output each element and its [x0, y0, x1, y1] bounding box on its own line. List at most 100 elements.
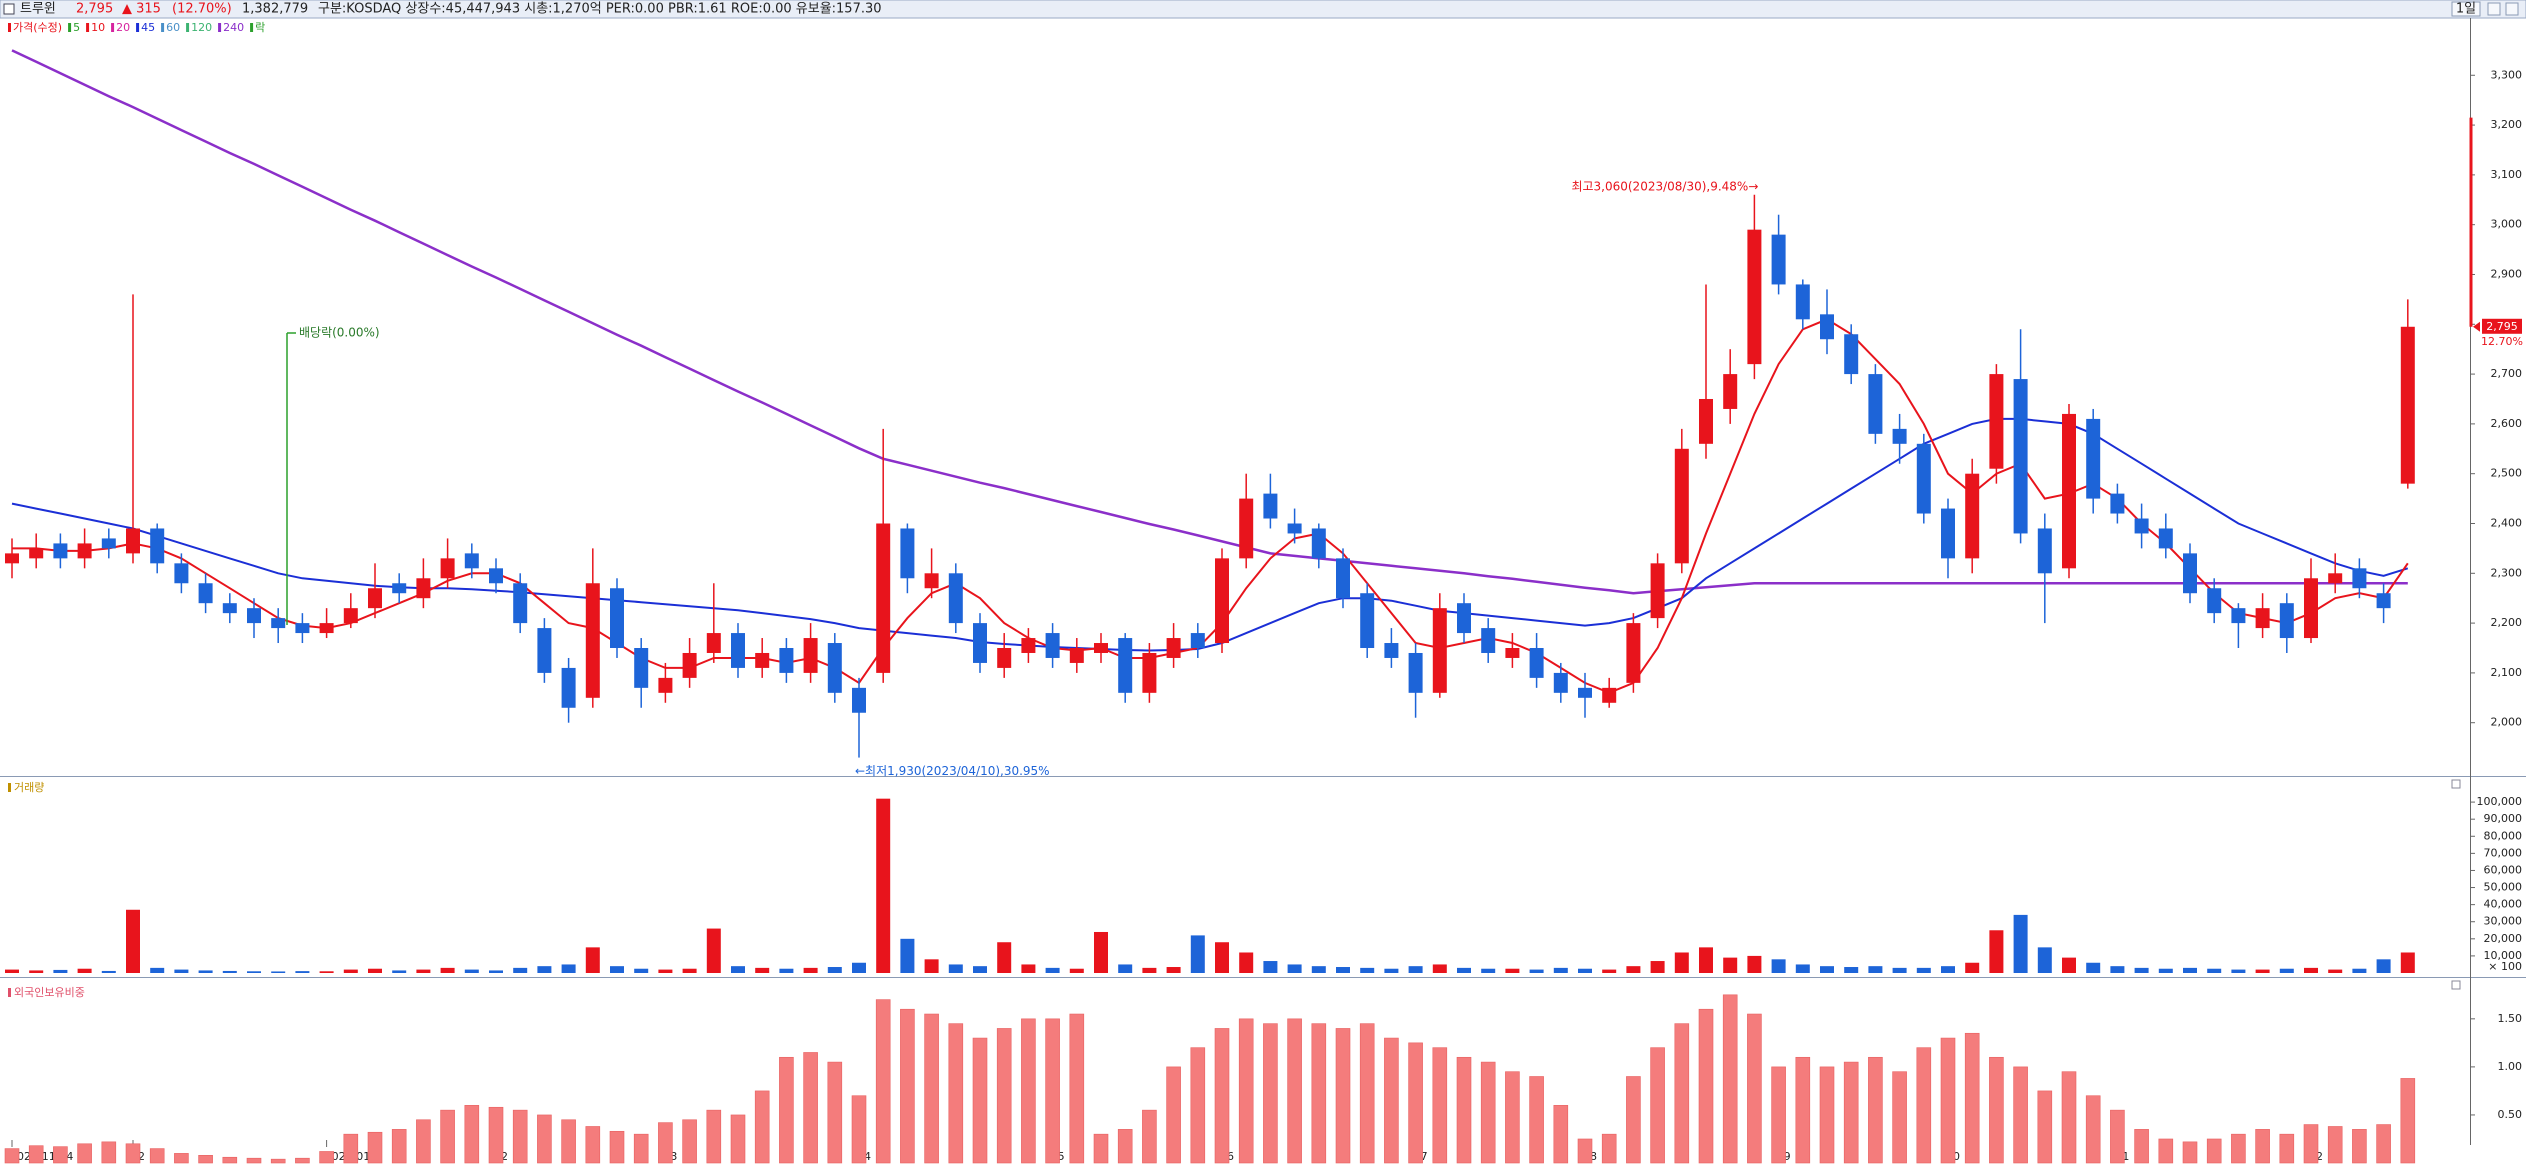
- candle-body: [2110, 493, 2125, 514]
- bar: [1553, 1105, 1569, 1164]
- bar: [1239, 952, 1254, 973]
- bar: [1166, 967, 1181, 973]
- candle-body: [1844, 334, 1859, 375]
- y-tick-label: 2,600: [2491, 417, 2523, 430]
- candle-body: [1529, 648, 1544, 678]
- candle-body: [174, 563, 189, 584]
- bar: [1505, 968, 1520, 973]
- bar: [343, 1133, 359, 1164]
- bar: [2062, 957, 2076, 973]
- y-tick-label: 2,900: [2491, 267, 2523, 280]
- last-price-tag: [2482, 318, 2522, 334]
- bar: [1045, 967, 1060, 973]
- minimize-button[interactable]: [2487, 2, 2501, 16]
- bar: [29, 970, 44, 973]
- panel-button[interactable]: [2451, 779, 2461, 789]
- candle-body: [1021, 638, 1036, 653]
- moving-average-line: [12, 318, 2409, 694]
- bar: [682, 1119, 697, 1164]
- bar: [392, 970, 407, 973]
- bar: [1699, 947, 1713, 973]
- bar: [1142, 967, 1157, 973]
- bar: [1722, 994, 1738, 1164]
- bar: [2134, 967, 2149, 973]
- stock-name: 트루윈: [20, 2, 56, 17]
- bar: [1287, 1018, 1302, 1164]
- bar: [1336, 967, 1350, 973]
- y-tick-label: 3,100: [2491, 168, 2523, 181]
- bar: [1432, 964, 1447, 973]
- bar: [440, 1109, 455, 1164]
- candle-body: [1311, 528, 1326, 559]
- candle-body: [2062, 413, 2076, 569]
- candle-body: [198, 583, 213, 604]
- y-tick-label: 90,000: [2484, 812, 2523, 825]
- bar: [295, 1157, 310, 1164]
- candle-body: [53, 543, 68, 559]
- bar: [1795, 964, 1810, 973]
- legend-swatch: [68, 23, 72, 32]
- bar: [1263, 1023, 1278, 1164]
- candle-body: [2304, 578, 2318, 639]
- bar: [1384, 1037, 1399, 1164]
- bar: [1093, 1133, 1109, 1164]
- bar: [222, 970, 237, 973]
- y-tick-label: 10,000: [2484, 949, 2523, 962]
- close-button[interactable]: [2505, 2, 2519, 16]
- candle-body: [1602, 687, 1617, 703]
- bar: [851, 1095, 867, 1164]
- bar: [1819, 1066, 1835, 1164]
- panel-title-swatch: [8, 783, 11, 792]
- bar: [1771, 959, 1786, 973]
- bar: [2086, 962, 2101, 973]
- bar: [924, 1013, 939, 1164]
- candle-body: [561, 667, 576, 708]
- candle-body: [1941, 508, 1955, 559]
- bar: [996, 1028, 1012, 1164]
- bar: [1964, 1032, 1980, 1164]
- panel-title: 거래량: [14, 781, 44, 794]
- bar: [2352, 1129, 2367, 1164]
- bar: [1094, 931, 1108, 973]
- legend-label: 45: [141, 21, 155, 34]
- bar: [585, 1126, 601, 1164]
- candle-body: [319, 623, 334, 634]
- bar: [2279, 1133, 2295, 1164]
- legend-label: 20: [116, 21, 130, 34]
- bar: [997, 942, 1012, 973]
- period-button[interactable]: [2451, 1, 2481, 17]
- candle-body: [2352, 568, 2367, 589]
- bar: [512, 1109, 528, 1164]
- legend-label: 240: [223, 21, 244, 34]
- legend-label: 10: [91, 21, 105, 34]
- checkbox[interactable]: [3, 3, 15, 15]
- candle-body: [1505, 648, 1520, 658]
- candle-body: [464, 553, 479, 569]
- bar: [270, 1158, 286, 1164]
- y-tick-label: 2,500: [2491, 467, 2523, 480]
- bar: [1553, 967, 1568, 973]
- bar: [28, 1145, 44, 1164]
- y-tick-label: 1.00: [2498, 1060, 2523, 1073]
- bar: [1215, 942, 1229, 973]
- bar: [368, 968, 382, 973]
- bar: [319, 1151, 334, 1164]
- bar: [416, 1119, 431, 1164]
- bar: [658, 969, 673, 973]
- candle-body: [755, 652, 770, 668]
- bar: [2327, 1126, 2343, 1164]
- bar: [101, 970, 116, 973]
- legend-swatch: [136, 23, 140, 32]
- bar: [343, 969, 358, 973]
- bar: [1214, 1028, 1230, 1164]
- candle-body: [731, 633, 745, 668]
- candle-body: [2328, 573, 2343, 584]
- bar: [1626, 966, 1641, 973]
- header-background: [0, 0, 2526, 19]
- panel-button[interactable]: [2451, 980, 2461, 990]
- candle-body: [1674, 448, 1689, 564]
- bar: [779, 1056, 794, 1164]
- y-tick-label: 70,000: [2484, 846, 2523, 859]
- candle-body: [1190, 633, 1205, 649]
